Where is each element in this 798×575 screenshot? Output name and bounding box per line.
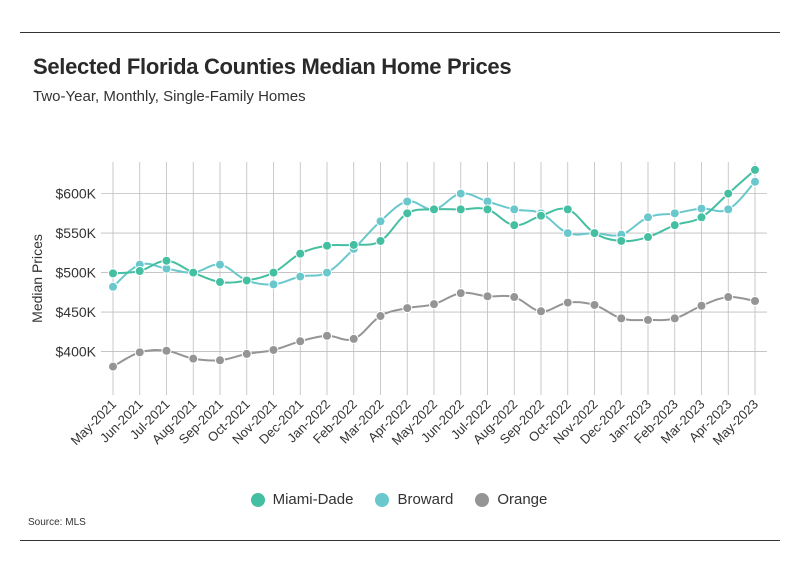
data-point-orange: [268, 344, 279, 355]
data-point-miami-dade: [750, 164, 760, 175]
data-point-miami-dade: [134, 265, 145, 276]
data-point-orange: [455, 288, 466, 299]
data-point-orange: [536, 306, 546, 317]
series-miami-dade: [108, 164, 760, 288]
data-point-broward: [295, 271, 306, 282]
y-tick-label: $550K: [56, 225, 97, 241]
data-point-miami-dade: [429, 204, 439, 215]
data-point-broward: [723, 204, 734, 215]
data-point-orange: [669, 313, 680, 324]
data-point-miami-dade: [509, 220, 520, 231]
data-point-broward: [669, 208, 680, 219]
data-point-orange: [322, 330, 332, 341]
data-point-orange: [188, 353, 199, 364]
legend-item-broward[interactable]: Broward: [375, 491, 453, 508]
source-note: Source: MLS: [28, 517, 86, 528]
data-point-miami-dade: [669, 220, 680, 231]
data-point-orange: [723, 292, 734, 303]
data-point-orange: [482, 291, 493, 302]
data-point-broward: [375, 216, 386, 227]
data-point-orange: [134, 347, 145, 358]
data-point-miami-dade: [322, 240, 332, 251]
data-point-broward: [643, 212, 653, 223]
data-point-miami-dade: [402, 208, 413, 219]
data-point-miami-dade: [723, 188, 734, 199]
data-point-orange: [429, 299, 439, 310]
data-point-broward: [215, 259, 225, 270]
y-axis-label: Median Prices: [29, 234, 45, 323]
y-tick-label: $500K: [56, 265, 97, 281]
y-tick-label: $450K: [56, 304, 97, 320]
data-point-miami-dade: [375, 235, 386, 246]
data-point-miami-dade: [241, 275, 252, 286]
data-point-miami-dade: [643, 232, 653, 243]
data-point-miami-dade: [482, 204, 493, 215]
series-orange: [108, 288, 760, 372]
data-point-broward: [696, 203, 707, 214]
data-point-broward: [455, 188, 466, 199]
data-point-broward: [509, 204, 520, 215]
data-point-orange: [108, 361, 118, 372]
data-point-miami-dade: [295, 248, 306, 259]
legend-item-miami-dade[interactable]: Miami-Dade: [250, 491, 354, 508]
data-point-orange: [375, 311, 386, 322]
data-point-miami-dade: [536, 210, 546, 221]
data-point-orange: [562, 297, 573, 308]
data-point-miami-dade: [215, 277, 225, 288]
data-point-miami-dade: [589, 228, 600, 239]
data-point-miami-dade: [562, 204, 573, 215]
data-point-orange: [589, 299, 600, 310]
data-point-broward: [322, 267, 332, 278]
data-point-miami-dade: [268, 267, 279, 278]
data-point-orange: [643, 314, 653, 325]
legend-label-orange: Orange: [497, 491, 548, 508]
data-point-broward: [108, 281, 118, 292]
bottom-rule: [20, 540, 780, 541]
data-point-broward: [402, 196, 413, 207]
y-tick-label: $600K: [56, 186, 97, 202]
data-point-orange: [509, 292, 520, 303]
data-point-orange: [215, 355, 225, 366]
data-point-miami-dade: [696, 212, 707, 223]
data-point-orange: [241, 348, 252, 359]
chart-title: Selected Florida Counties Median Home Pr…: [33, 54, 512, 79]
data-point-orange: [348, 333, 359, 344]
data-point-miami-dade: [455, 204, 466, 215]
data-point-broward: [268, 279, 279, 290]
data-point-miami-dade: [108, 268, 118, 279]
data-point-miami-dade: [616, 235, 627, 246]
legend: Miami-Dade Broward Orange: [0, 491, 798, 508]
data-point-orange: [696, 300, 707, 311]
legend-marker-miami-dade: [250, 492, 265, 507]
legend-marker-orange: [475, 492, 490, 507]
data-point-broward: [562, 228, 573, 239]
legend-item-orange[interactable]: Orange: [475, 491, 547, 508]
legend-label-miami-dade: Miami-Dade: [272, 491, 354, 508]
legend-label-broward: Broward: [397, 491, 454, 508]
legend-marker-broward: [375, 492, 390, 507]
data-point-miami-dade: [348, 239, 359, 250]
top-rule: [20, 32, 780, 33]
data-point-miami-dade: [188, 267, 199, 278]
chart-subtitle: Two-Year, Monthly, Single-Family Homes: [33, 88, 306, 105]
y-tick-label: $400K: [56, 344, 97, 360]
data-point-orange: [295, 336, 306, 347]
data-point-broward: [750, 176, 760, 187]
data-point-orange: [161, 345, 172, 356]
data-point-miami-dade: [161, 255, 172, 266]
data-point-orange: [750, 296, 760, 307]
data-point-orange: [402, 303, 413, 314]
data-point-orange: [616, 313, 627, 324]
